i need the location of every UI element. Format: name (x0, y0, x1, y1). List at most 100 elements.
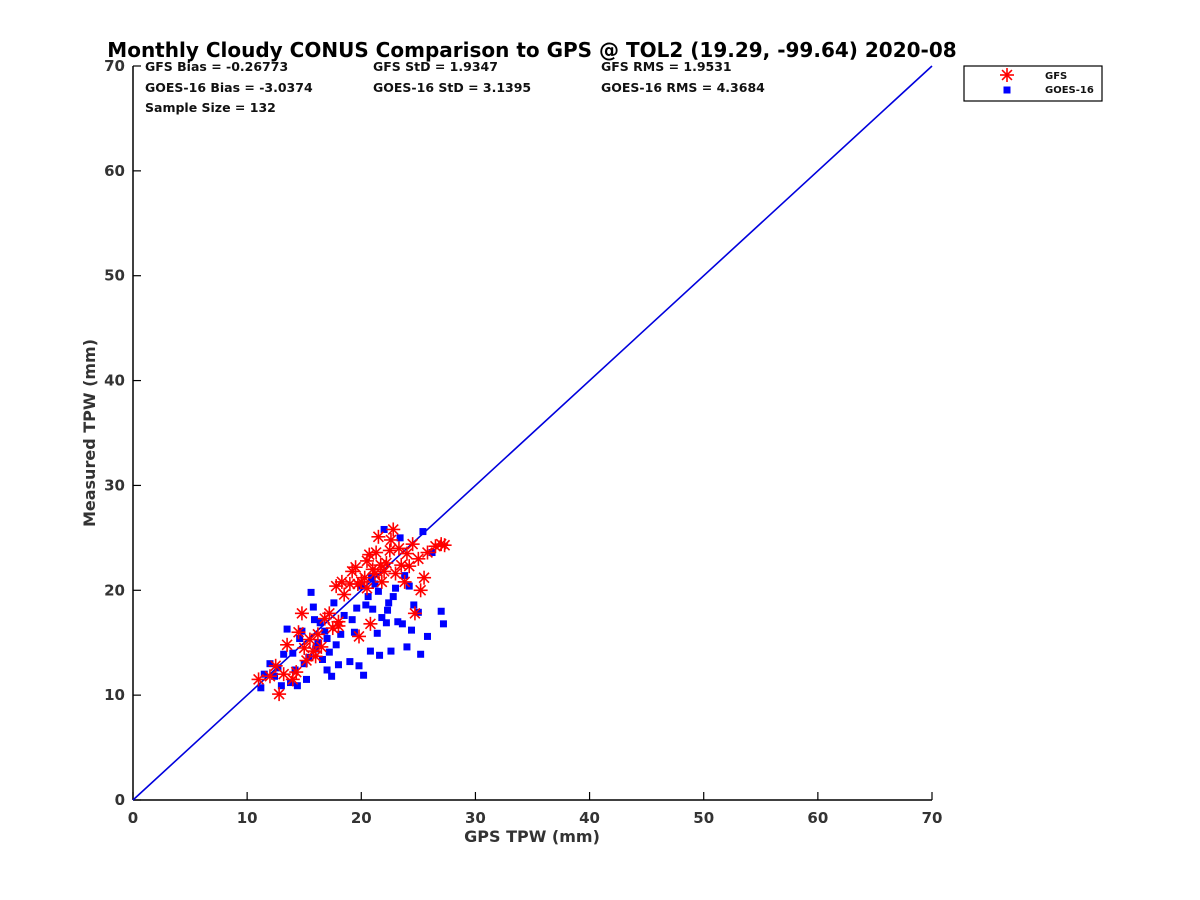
legend-gfs-label: GFS (1045, 71, 1067, 82)
goes16-point (410, 601, 418, 609)
gfs-point (371, 529, 386, 544)
goes16-point (283, 625, 291, 633)
gfs-point (289, 665, 304, 680)
gfs-point (382, 543, 397, 558)
goes16-point (321, 627, 329, 635)
gfs-series (251, 522, 452, 702)
chart-title: Monthly Cloudy CONUS Comparison to GPS @… (107, 38, 956, 62)
goes16-point (323, 635, 331, 643)
goes16-point (371, 580, 379, 588)
gfs-point (379, 556, 394, 571)
gfs-point (369, 545, 384, 560)
goes16-point (392, 584, 400, 592)
gfs-point (294, 606, 309, 621)
gfs-point (399, 546, 414, 561)
y-tick-label: 30 (104, 476, 125, 494)
goes16-point (298, 627, 306, 635)
gfs-point (337, 587, 352, 602)
goes16-point (394, 618, 402, 626)
gfs-point (334, 574, 349, 589)
y-tick-label: 20 (104, 581, 125, 599)
goes16-point (340, 611, 348, 619)
goes16-point (293, 682, 301, 690)
y-tick-label: 70 (104, 57, 125, 75)
gfs-point (437, 538, 452, 553)
x-tick-label: 70 (922, 809, 943, 827)
gfs-point (299, 653, 314, 668)
gfs-point (367, 566, 382, 581)
gfs-point (291, 625, 306, 640)
legend-box (963, 65, 1103, 102)
legend-goes16-marker (1003, 86, 1011, 94)
y-tick-label: 50 (104, 267, 125, 285)
goes16-point (398, 620, 406, 628)
stat-sample-size: Sample Size = 132 (145, 100, 276, 115)
stat-goes-bias: GOES-16 Bias = -3.0374 (145, 80, 313, 95)
stat-goes-std: GOES-16 StD = 3.1395 (373, 80, 531, 95)
x-tick-label: 60 (807, 809, 828, 827)
goes16-point (289, 649, 297, 657)
goes16-point (257, 684, 265, 692)
goes16-point (385, 599, 393, 607)
goes16-point (266, 660, 274, 668)
gfs-point (302, 632, 317, 647)
y-tick-label: 10 (104, 686, 125, 704)
gfs-point (394, 558, 409, 573)
goes16-point (374, 587, 382, 595)
y-tick-label: 60 (104, 162, 125, 180)
stat-gfs-rms: GFS RMS = 1.9531 (601, 59, 732, 74)
x-tick-label: 10 (237, 809, 258, 827)
gfs-point (272, 687, 287, 702)
gfs-point (420, 545, 435, 560)
goes16-point (337, 630, 345, 638)
goes16-point (332, 641, 340, 649)
goes16-point (310, 616, 318, 624)
legend-gfs-asterisk (1000, 68, 1014, 82)
goes16-point (355, 662, 363, 670)
gfs-point (314, 639, 329, 654)
gfs-point (402, 559, 417, 574)
goes16-point (414, 608, 422, 616)
gfs-point (331, 618, 346, 633)
goes16-point (296, 635, 304, 643)
gfs-point (363, 616, 378, 631)
goes16-point (323, 666, 331, 674)
goes16-point (417, 650, 425, 658)
goes16-point (307, 588, 315, 596)
goes16-point (382, 619, 390, 627)
gfs-point (388, 566, 403, 581)
gfs-point (411, 551, 426, 566)
goes16-point (334, 661, 342, 669)
x-tick-label: 50 (693, 809, 714, 827)
x-tick-label: 20 (351, 809, 372, 827)
goes16-point (419, 528, 427, 536)
gfs-point (407, 606, 422, 621)
y-tick-label: 0 (115, 791, 125, 809)
goes16-point (366, 647, 374, 655)
gfs-point (280, 637, 295, 652)
reference-line (132, 65, 933, 801)
goes16-point (369, 605, 377, 613)
goes16-point (280, 650, 288, 658)
goes16-point (348, 616, 356, 624)
goes16-point (309, 603, 317, 611)
legend-goes16-label: GOES-16 (1045, 85, 1094, 96)
gfs-point (310, 627, 325, 642)
goes16-point (423, 632, 431, 640)
goes16-point (380, 525, 388, 533)
gfs-point (405, 537, 420, 552)
x-axis-title: GPS TPW (mm) (464, 827, 600, 846)
gfs-point (322, 606, 337, 621)
goes16-point (330, 599, 338, 607)
goes16-point (396, 534, 404, 542)
gfs-point (348, 560, 363, 575)
goes16-point (403, 643, 411, 651)
stat-goes-rms: GOES-16 RMS = 4.3684 (601, 80, 765, 95)
legend-goes16-square (1003, 86, 1011, 94)
goes16-point (318, 655, 326, 663)
goes16-point (277, 682, 285, 690)
gfs-point (386, 522, 401, 537)
gfs-point (251, 672, 266, 687)
goes16-point (302, 675, 310, 683)
